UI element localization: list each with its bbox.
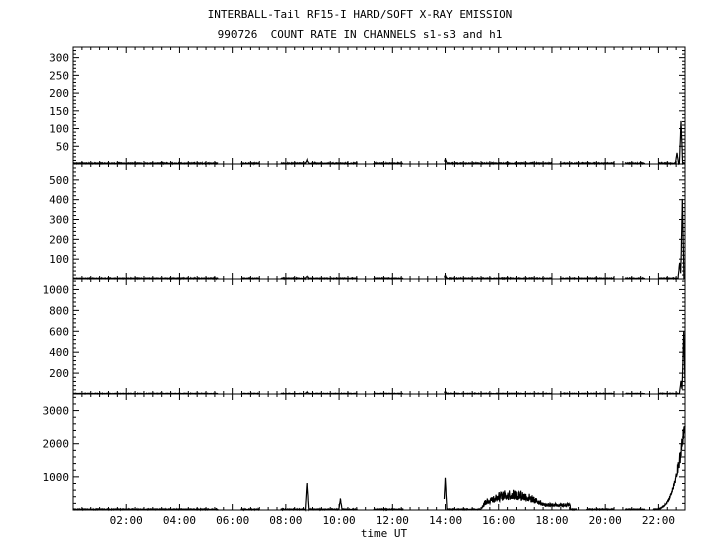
panel-1-ytick-label: 200 — [49, 87, 69, 100]
panel-4-trace — [373, 507, 404, 512]
panel-2-frame — [72, 163, 686, 280]
panel-4-frame — [72, 393, 686, 511]
panel-1-trace — [280, 157, 358, 166]
panel-4-trace — [280, 482, 358, 513]
xtick-label: 10:00 — [323, 514, 356, 527]
panel-3-ytick-label: 200 — [49, 367, 69, 380]
xtick-label: 04:00 — [163, 514, 196, 527]
chart-title-line1: INTERBALL-Tail RF15-I HARD/SOFT X-RAY EM… — [207, 8, 513, 21]
panel-2-ytick-label: 200 — [49, 233, 69, 246]
panel-1-trace — [444, 158, 553, 166]
panel-4-trace — [585, 507, 615, 512]
panel-2-trace — [373, 276, 404, 281]
panel-4-trace — [72, 507, 219, 512]
panel-1-ytick-label: 300 — [49, 52, 69, 65]
panel-3-ytick-label: 800 — [49, 304, 69, 317]
xtick-label: 20:00 — [589, 514, 622, 527]
panel-3-ytick-label: 400 — [49, 346, 69, 359]
xtick-label: 02:00 — [110, 514, 143, 527]
panel-3-frame — [72, 278, 686, 395]
panel-4-ytick-label: 1000 — [43, 471, 70, 484]
panel-4-trace — [652, 425, 686, 511]
xtick-label: 18:00 — [535, 514, 568, 527]
xtick-label: 16:00 — [482, 514, 515, 527]
panel-4-trace — [624, 507, 646, 511]
panel-1-ytick-label: 250 — [49, 69, 69, 82]
panel-4-ytick-label: 3000 — [43, 405, 70, 418]
panel-1-frame — [72, 46, 686, 165]
panel-1-ytick-label: 100 — [49, 123, 69, 136]
panel-1-ytick-label: 50 — [56, 140, 69, 153]
x-axis-label: time UT — [361, 527, 408, 540]
panel-2-trace — [280, 275, 358, 281]
panel-3-ytick-label: 1000 — [43, 283, 70, 296]
panel-1-ytick-label: 150 — [49, 105, 69, 118]
xtick-label: 12:00 — [376, 514, 409, 527]
panel-3-trace — [658, 331, 686, 396]
panel-2-ytick-label: 400 — [49, 194, 69, 207]
panel-2-ytick-label: 500 — [49, 174, 69, 187]
panel-2-trace — [240, 277, 260, 280]
xtick-label: 06:00 — [216, 514, 249, 527]
panel-3-trace — [444, 389, 552, 395]
panel-3-ytick-label: 600 — [49, 325, 69, 338]
panel-4-ytick-label: 2000 — [43, 438, 70, 451]
panel-2-trace — [657, 198, 686, 281]
panel-2-trace — [444, 273, 552, 281]
xtick-label: 22:00 — [642, 514, 675, 527]
xtick-label: 14:00 — [429, 514, 462, 527]
xtick-label: 08:00 — [269, 514, 302, 527]
panel-1-trace — [373, 161, 404, 166]
panel-1-trace — [658, 120, 686, 166]
panel-4-trace — [240, 507, 260, 512]
panel-2-ytick-label: 300 — [49, 214, 69, 227]
panel-4-trace — [443, 477, 578, 512]
chart-title-line2: 990726 COUNT RATE IN CHANNELS s1-s3 and … — [217, 28, 503, 41]
panel-2-ytick-label: 100 — [49, 253, 69, 266]
